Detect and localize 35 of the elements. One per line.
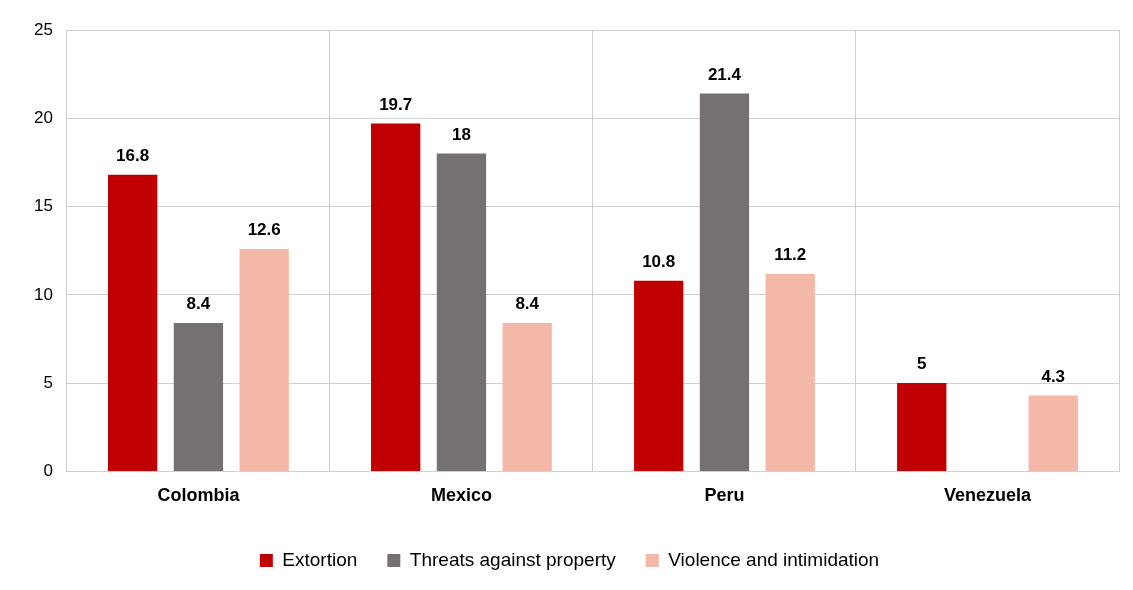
legend-label: Extortion (282, 548, 358, 570)
bar (765, 273, 815, 471)
data-label: 4.3 (1041, 366, 1066, 386)
x-tick-label: Mexico (430, 485, 492, 506)
y-tick-label: 0 (43, 461, 53, 481)
data-label: 10.8 (642, 251, 676, 271)
y-tick-label: 25 (33, 19, 53, 39)
data-label: 5 (917, 354, 927, 374)
y-tick-label: 20 (33, 107, 53, 127)
data-label: 12.6 (247, 220, 281, 240)
data-label: 18 (451, 124, 471, 144)
x-tick-label: Venezuela (943, 485, 1032, 506)
data-label: 19.7 (379, 94, 413, 114)
legend-label: Threats against property (409, 548, 617, 570)
data-label: 8.4 (186, 294, 211, 314)
data-label: 11.2 (774, 244, 807, 264)
bar (239, 248, 289, 471)
bar (371, 123, 421, 471)
bar (634, 280, 684, 471)
bar (436, 153, 487, 471)
bar (897, 383, 947, 471)
bar (1028, 395, 1078, 471)
bar (699, 93, 750, 471)
legend-label: Violence and intimidation (668, 548, 880, 570)
y-tick-label: 15 (33, 196, 53, 216)
x-tick-label: Colombia (157, 485, 241, 506)
bar (108, 174, 158, 471)
bar (502, 323, 552, 471)
bar (173, 323, 224, 471)
data-label: 8.4 (515, 294, 540, 314)
y-tick-label: 5 (43, 372, 53, 392)
data-label: 16.8 (116, 145, 150, 165)
x-tick-label: Peru (704, 485, 745, 506)
y-tick-label: 10 (33, 284, 53, 304)
data-label: 21.4 (707, 64, 742, 84)
